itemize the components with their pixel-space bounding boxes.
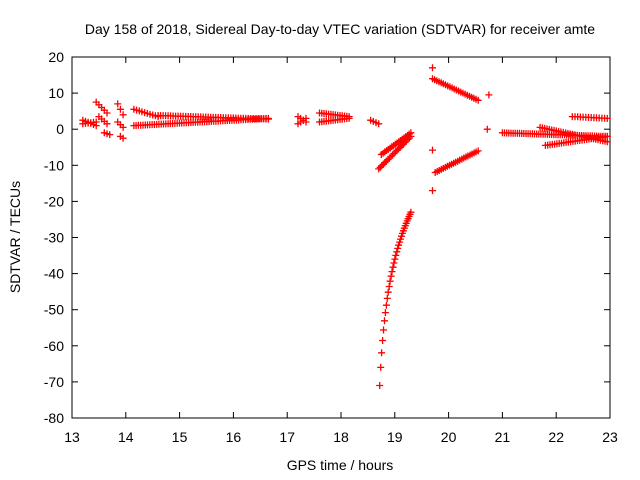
- data-point: [393, 146, 401, 154]
- data-point: [603, 132, 611, 140]
- x-tick-label: 23: [602, 429, 618, 445]
- data-point: [381, 159, 389, 167]
- data-point: [376, 163, 384, 171]
- data-point: [391, 255, 399, 263]
- data-point: [382, 301, 390, 309]
- data-point: [302, 114, 310, 122]
- x-tick-label: 18: [333, 429, 349, 445]
- data-point: [395, 145, 403, 153]
- data-point: [385, 283, 393, 290]
- data-point: [395, 241, 403, 249]
- y-tick-label: 0: [56, 121, 64, 137]
- data-point: [393, 248, 401, 256]
- data-point: [379, 160, 387, 168]
- y-tick-label: -20: [44, 193, 64, 209]
- data-point: [429, 146, 436, 154]
- data-point: [386, 277, 394, 285]
- y-tick-label: -70: [44, 374, 64, 390]
- x-tick-label: 21: [495, 429, 511, 445]
- data-point: [119, 123, 127, 131]
- data-point: [92, 122, 100, 130]
- x-tick-label: 16: [226, 429, 242, 445]
- data-point: [119, 134, 127, 142]
- data-point: [392, 148, 400, 156]
- data-point: [390, 149, 398, 157]
- data-point: [377, 363, 385, 371]
- data-point: [384, 156, 392, 164]
- y-tick-label: -80: [44, 410, 64, 426]
- x-tick-label: 19: [387, 429, 403, 445]
- data-point: [385, 154, 393, 162]
- x-axis-label: GPS time / hours: [287, 457, 394, 473]
- data-point: [378, 349, 386, 357]
- data-point: [376, 382, 384, 389]
- x-tick-label: 15: [172, 429, 188, 445]
- y-tick-label: -50: [44, 302, 64, 318]
- data-point: [345, 114, 353, 122]
- data-point: [392, 251, 400, 259]
- data-point: [389, 151, 396, 159]
- x-tick-label: 14: [118, 429, 134, 445]
- data-point: [485, 91, 493, 99]
- data-point: [407, 208, 415, 216]
- x-tick-label: 20: [441, 429, 457, 445]
- data-point: [382, 157, 390, 165]
- data-point: [483, 125, 491, 133]
- data-point: [375, 165, 383, 173]
- y-tick-label: 20: [48, 49, 64, 65]
- data-point: [380, 326, 387, 334]
- data-point: [381, 309, 389, 317]
- data-point: [388, 268, 396, 276]
- data-point: [381, 317, 388, 325]
- data-point: [394, 244, 402, 252]
- data-point: [387, 272, 395, 280]
- ticks-layer: 13 14 15 16 17 18 19 20 21 22 23 -80 -70 -60 -50 -40 -30…: [44, 49, 618, 445]
- y-tick-label: -60: [44, 338, 64, 354]
- data-point: [264, 115, 272, 123]
- data-point: [119, 111, 127, 119]
- data-point: [103, 120, 111, 128]
- data-point: [396, 143, 404, 151]
- data-point: [389, 263, 397, 271]
- y-tick-label: 10: [48, 85, 64, 101]
- data-point: [114, 100, 122, 108]
- x-tick-label: 17: [279, 429, 295, 445]
- data-point: [603, 114, 611, 122]
- data-point: [106, 131, 114, 139]
- data-point: [383, 294, 391, 302]
- data-point: [429, 187, 436, 195]
- data-point: [390, 259, 398, 267]
- data-point: [116, 105, 124, 113]
- data-point: [379, 337, 387, 344]
- y-tick-label: -30: [44, 230, 64, 246]
- data-point: [474, 96, 482, 104]
- data-point: [103, 109, 111, 117]
- data-point: [399, 140, 407, 148]
- chart-title: Day 158 of 2018, Sidereal Day-to-day VTE…: [85, 21, 595, 37]
- data-point: [387, 153, 395, 160]
- plot-frame: [71, 56, 611, 419]
- x-tick-label: 13: [64, 429, 80, 445]
- data-point: [384, 288, 392, 296]
- x-tick-label: 22: [548, 429, 564, 445]
- data-point: [407, 129, 415, 137]
- data-point: [375, 120, 383, 128]
- data-series: [79, 64, 611, 389]
- y-tick-label: -10: [44, 157, 64, 173]
- data-point: [429, 64, 436, 72]
- y-axis-label: SDTVAR / TECUs: [7, 181, 23, 293]
- data-point: [378, 162, 386, 170]
- data-point: [398, 142, 406, 150]
- data-point: [474, 147, 482, 155]
- data-point: [396, 238, 404, 246]
- y-tick-label: -40: [44, 266, 64, 282]
